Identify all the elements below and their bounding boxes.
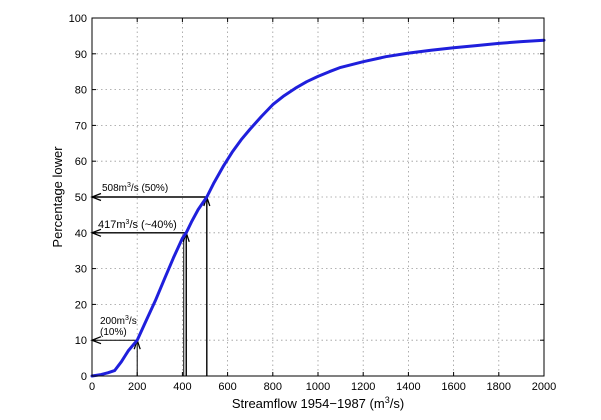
y-tick-label: 20	[75, 299, 87, 311]
tick-marks	[91, 17, 545, 377]
y-tick-label: 0	[81, 371, 87, 383]
annotation-label: 508m3/s (50%)	[102, 182, 168, 194]
annotation-labels: 200m3/s(10%) 417m3/s (~40%) 508m3/s (50%)	[98, 182, 177, 338]
annotation-label-line2: (10%)	[100, 327, 127, 338]
x-tick-label: 400	[173, 381, 191, 393]
x-tick-label: 1600	[441, 381, 465, 393]
y-axis-title: Percentage lower	[50, 146, 65, 248]
x-axis-title-superscript: 3	[385, 395, 390, 405]
x-tick-label: 1800	[487, 381, 511, 393]
annotation-label: 200m3/s	[100, 315, 137, 327]
y-tick-label: 50	[75, 192, 87, 204]
x-axis-title-tail: /s)	[390, 396, 404, 411]
y-tick-label: 70	[75, 120, 87, 132]
y-tick-label: 100	[69, 13, 87, 25]
y-tick-label: 10	[75, 335, 87, 347]
x-tick-label: 1400	[396, 381, 420, 393]
y-tick-label: 90	[75, 49, 87, 61]
x-tick-label: 200	[128, 381, 146, 393]
x-axis-title: Streamflow 1954−1987 (m3/s)	[232, 395, 404, 411]
x-tick-label: 1200	[351, 381, 375, 393]
x-tick-labels: 0 200 400 600 800 1000 1200 1400 1600 1800 2000	[89, 381, 556, 393]
annotation-label: 417m3/s (~40%)	[98, 219, 177, 231]
y-tick-labels: 0 10 20 30 40 50 60 70 80 90 100	[69, 13, 87, 383]
x-tick-label: 2000	[532, 381, 556, 393]
x-tick-label: 600	[218, 381, 236, 393]
series-line	[90, 38, 546, 378]
x-tick-label: 0	[89, 381, 95, 393]
y-tick-label: 40	[75, 228, 87, 240]
x-tick-label: 1000	[306, 381, 330, 393]
y-tick-label: 80	[75, 85, 87, 97]
y-tick-label: 30	[75, 264, 87, 276]
grid-lines	[92, 18, 544, 376]
x-tick-label: 800	[264, 381, 282, 393]
series-layer	[90, 38, 546, 378]
y-tick-label: 60	[75, 156, 87, 168]
